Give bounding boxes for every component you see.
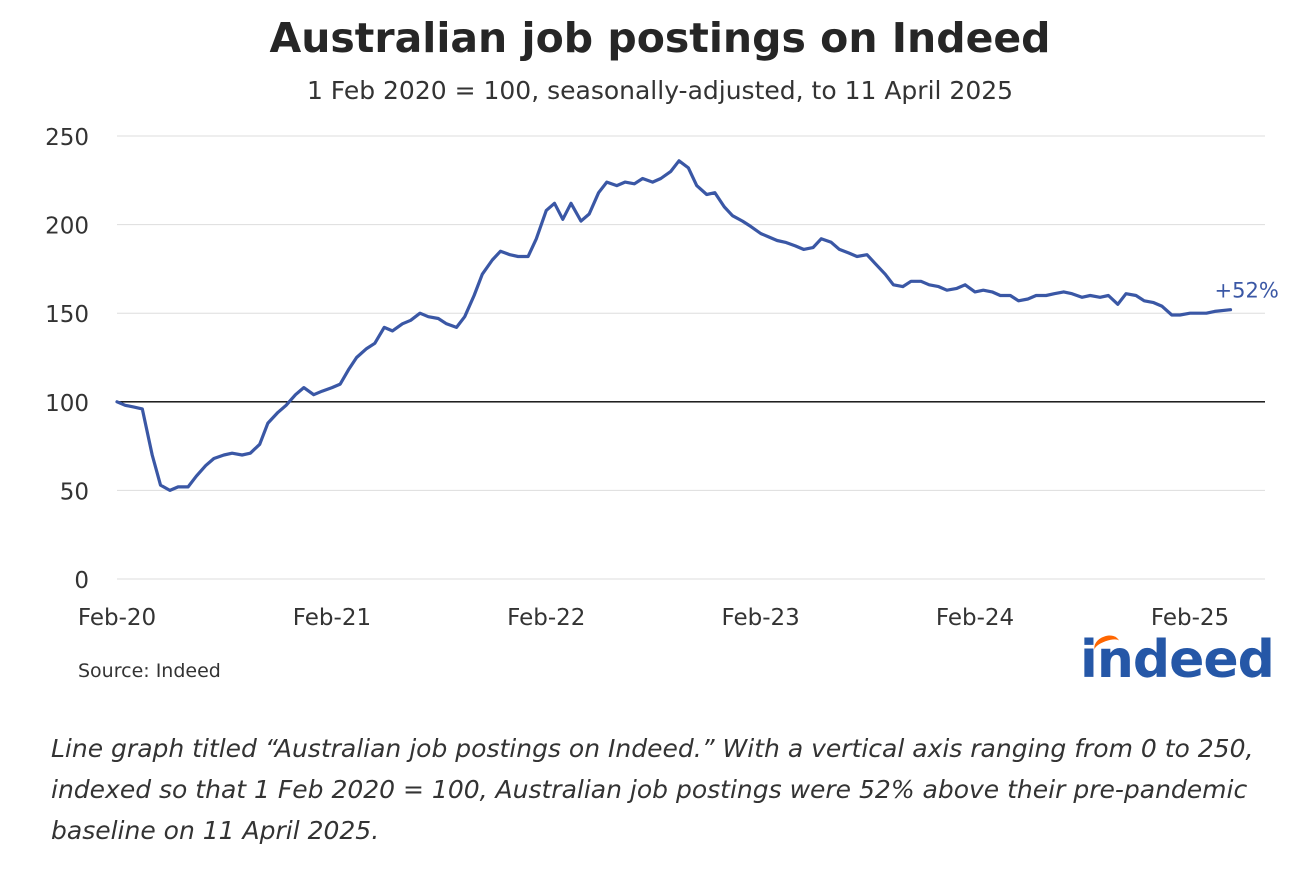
chart-title: Australian job postings on Indeed [269,14,1051,62]
series-line [115,159,1233,492]
x-tick-label: Feb-24 [936,605,1014,631]
figure-caption: Line graph titled “Australian job postin… [51,734,1254,845]
x-tick-label: Feb-21 [293,605,371,631]
chart-subtitle: 1 Feb 2020 = 100, seasonally-adjusted, t… [306,76,1014,105]
x-tick-label: Feb-22 [507,605,585,631]
y-axis-ticks: 0 50 100 150 200 250 [45,125,89,594]
series-layer [115,159,1233,492]
annotation-layer: +52% [1215,279,1279,303]
indeed-logo: indeed [1080,630,1275,690]
line-chart: 0 50 100 150 200 250 Feb-20 Feb-21 Feb-22 Feb-23… [45,125,1279,631]
grid-lines [117,135,1265,580]
y-tick-label: 0 [74,568,89,594]
y-tick-label: 200 [45,214,89,240]
logo-text: indeed [1080,630,1275,690]
x-tick-label: Feb-25 [1151,605,1229,631]
x-tick-label: Feb-23 [722,605,800,631]
x-tick-label: Feb-20 [78,605,156,631]
y-tick-label: 50 [60,479,89,505]
end-value-annotation: +52% [1215,279,1279,303]
y-tick-label: 250 [45,125,89,151]
source-note: Source: Indeed [78,660,221,682]
y-tick-label: 150 [45,302,89,328]
y-tick-label: 100 [45,391,89,417]
x-axis-ticks: Feb-20 Feb-21 Feb-22 Feb-23 Feb-24 Feb-25 [78,605,1229,631]
